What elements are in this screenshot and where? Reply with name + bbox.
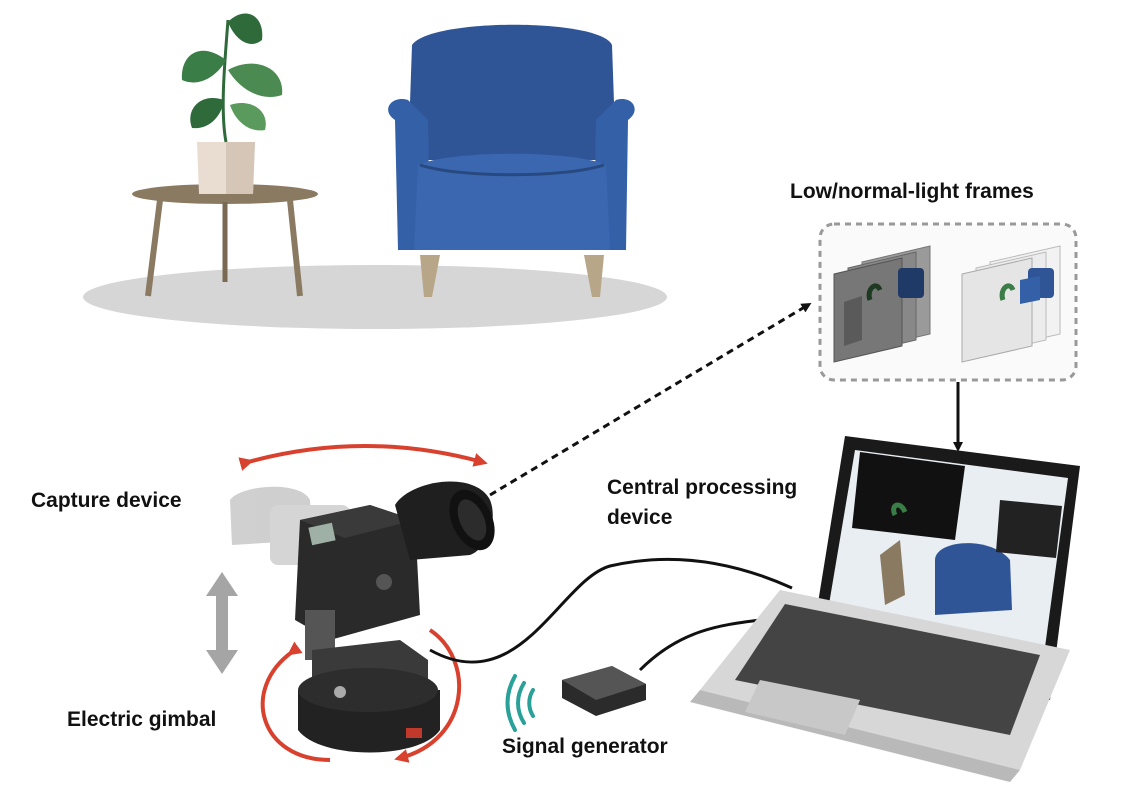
armchair-icon [388, 24, 635, 297]
camera-to-laptop-cable [429, 557, 793, 664]
signal-generator-label: Signal generator [502, 735, 668, 758]
floor-shadow [83, 265, 667, 329]
plant-icon [181, 13, 283, 194]
camera-icon [230, 481, 495, 640]
yaw-arrow-right [394, 628, 462, 763]
central-processing-line2: device [607, 506, 673, 529]
frames-label: Low/normal-light frames [790, 180, 1034, 203]
central-processing-device-label: Central processing device [607, 473, 797, 533]
pan-arrow [238, 444, 488, 471]
yaw-arrow-left [260, 641, 331, 762]
electric-gimbal-label: Electric gimbal [67, 708, 217, 731]
rotation-arrows [238, 444, 488, 763]
laptop-icon [690, 436, 1080, 782]
low-light-frames [833, 245, 931, 363]
cables [429, 557, 793, 672]
central-processing-line1: Central processing [607, 476, 798, 499]
frames-box [818, 222, 1078, 382]
room-scene [83, 13, 667, 329]
signal-to-laptop-cable [638, 618, 761, 672]
normal-light-frames [961, 245, 1061, 363]
signal-generator-icon [562, 666, 646, 716]
signal-waves-icon [505, 674, 535, 732]
capture-to-frames-arrow [489, 302, 812, 497]
vertical-arrow [206, 572, 238, 674]
capture-device-label: Capture device [31, 489, 182, 512]
gimbal-icon [298, 610, 440, 753]
